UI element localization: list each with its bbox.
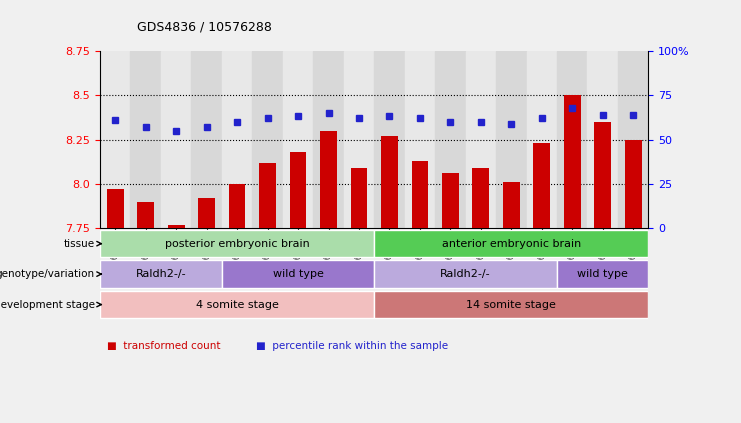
Bar xyxy=(161,51,191,228)
Bar xyxy=(625,140,642,228)
Bar xyxy=(374,261,557,288)
Bar xyxy=(100,230,374,257)
Bar xyxy=(137,202,154,228)
Bar xyxy=(374,51,405,228)
Bar xyxy=(527,51,557,228)
Bar xyxy=(167,225,185,228)
Text: GDS4836 / 10576288: GDS4836 / 10576288 xyxy=(137,21,272,34)
Bar xyxy=(107,190,124,228)
Bar xyxy=(473,168,489,228)
Bar xyxy=(313,51,344,228)
Bar xyxy=(534,143,550,228)
Bar xyxy=(344,51,374,228)
Bar xyxy=(381,136,398,228)
Bar xyxy=(222,51,253,228)
Bar xyxy=(442,173,459,228)
Bar xyxy=(100,261,222,288)
Bar xyxy=(253,51,283,228)
Text: tissue: tissue xyxy=(64,239,95,249)
Bar xyxy=(199,198,215,228)
Text: ■  percentile rank within the sample: ■ percentile rank within the sample xyxy=(256,341,448,351)
Text: anterior embryonic brain: anterior embryonic brain xyxy=(442,239,581,249)
Bar xyxy=(290,152,307,228)
Bar xyxy=(320,131,337,228)
Text: genotype/variation: genotype/variation xyxy=(0,269,95,279)
Bar xyxy=(374,230,648,257)
Bar xyxy=(229,184,245,228)
Bar xyxy=(557,261,648,288)
Bar xyxy=(191,51,222,228)
Text: development stage: development stage xyxy=(0,299,95,310)
Bar xyxy=(283,51,313,228)
Bar xyxy=(405,51,435,228)
Bar xyxy=(435,51,465,228)
Text: posterior embryonic brain: posterior embryonic brain xyxy=(165,239,310,249)
Bar xyxy=(222,261,374,288)
Text: Raldh2-/-: Raldh2-/- xyxy=(136,269,186,279)
Bar xyxy=(503,182,519,228)
Bar xyxy=(259,163,276,228)
Text: Raldh2-/-: Raldh2-/- xyxy=(440,269,491,279)
Text: 4 somite stage: 4 somite stage xyxy=(196,299,279,310)
Bar xyxy=(100,51,130,228)
Bar xyxy=(564,95,581,228)
Bar xyxy=(465,51,496,228)
Bar xyxy=(588,51,618,228)
Bar xyxy=(594,122,611,228)
Bar xyxy=(496,51,527,228)
Bar xyxy=(618,51,648,228)
Text: 14 somite stage: 14 somite stage xyxy=(466,299,556,310)
Bar xyxy=(411,161,428,228)
Bar xyxy=(100,291,374,318)
Text: ■  transformed count: ■ transformed count xyxy=(107,341,221,351)
Bar xyxy=(350,168,368,228)
Bar xyxy=(374,291,648,318)
Bar xyxy=(130,51,161,228)
Text: wild type: wild type xyxy=(577,269,628,279)
Text: wild type: wild type xyxy=(273,269,324,279)
Bar xyxy=(557,51,588,228)
